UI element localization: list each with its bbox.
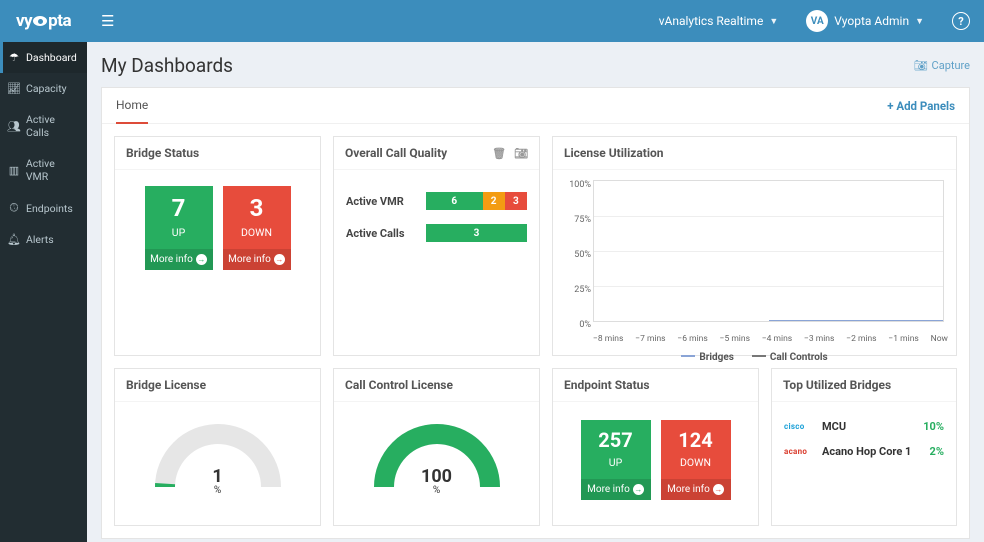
panel-title: Overall Call Quality (345, 146, 447, 160)
bridge-name: Acano Hop Core 1 (822, 445, 911, 458)
call-quality-row: Active VMR 623 (346, 192, 527, 210)
legend-item: Call Controls (752, 352, 828, 363)
call-quality-segment: 3 (505, 192, 527, 210)
panel-title: Bridge License (126, 378, 206, 392)
camera-icon[interactable]: 📷︎ (514, 147, 528, 160)
stat-down-label: DOWN (661, 452, 731, 479)
call-quality-label: Active Calls (346, 227, 416, 240)
chevron-down-icon: ▼ (769, 16, 778, 27)
panel-title: Endpoint Status (564, 378, 650, 392)
trash-icon[interactable]: 🗑︎ (492, 147, 506, 160)
panel-bridge-license: Bridge License 1% (114, 368, 321, 526)
stat-up-tile: 7 UP More info→ (145, 186, 213, 270)
sidebar-item-label: Capacity (26, 82, 67, 95)
help-icon: ? (952, 12, 970, 30)
call-quality-label: Active VMR (346, 195, 416, 208)
call-quality-bar: 3 (426, 224, 527, 242)
more-info-link[interactable]: More info→ (581, 479, 651, 500)
screen-icon: ▥ (8, 164, 20, 177)
sidebar-item-alerts[interactable]: 🔔︎ Alerts (0, 224, 87, 255)
gauge-bridge-license: 1% (153, 422, 283, 490)
panel-bridge-status: Bridge Status 7 UP More info→ 3 DOWN (114, 136, 321, 356)
add-panels-button[interactable]: + Add Panels (887, 99, 955, 113)
arrow-right-icon: → (633, 484, 644, 495)
sidebar-item-capacity[interactable]: 📈︎ Capacity (0, 73, 87, 104)
sidebar-item-label: Endpoints (26, 202, 73, 215)
vendor-logo: acano (784, 447, 816, 456)
panel-endpoint-status: Endpoint Status 257 UP More info→ 124 DO… (552, 368, 759, 526)
more-info-link[interactable]: More info→ (145, 249, 213, 270)
stat-up-label: UP (145, 222, 213, 249)
logo[interactable]: vypta (0, 0, 87, 42)
bridge-row[interactable]: acano Acano Hop Core 1 2% (784, 439, 944, 464)
stat-up-value: 7 (145, 186, 213, 222)
panel-title: Call Control License (345, 378, 453, 392)
product-switcher[interactable]: vAnalytics Realtime ▼ (645, 0, 793, 42)
group-icon: 👥︎ (8, 120, 20, 133)
stat-down-tile: 3 DOWN More info→ (223, 186, 291, 270)
panel-title: Bridge Status (126, 146, 199, 160)
dashboard-container: Home + Add Panels Bridge Status 7 UP Mor… (101, 87, 970, 539)
stat-down-tile: 124 DOWN More info→ (661, 420, 731, 500)
call-quality-segment: 6 (426, 192, 483, 210)
legend-item: Bridges (681, 352, 734, 363)
stat-up-tile: 257 UP More info→ (581, 420, 651, 500)
panel-license-utilization: License Utilization 100%75%50%25%0% −8 (552, 136, 957, 356)
sidebar-item-active-calls[interactable]: 👥︎ Active Calls (0, 104, 87, 148)
call-quality-segment: 3 (426, 224, 527, 242)
bridge-pct: 10% (923, 420, 944, 433)
stat-up-label: UP (581, 452, 651, 479)
arrow-right-icon: → (713, 484, 724, 495)
license-chart: 100%75%50%25%0% (561, 176, 948, 331)
avatar: VA (806, 10, 828, 32)
sidebar-item-label: Alerts (26, 233, 54, 246)
product-label: vAnalytics Realtime (659, 14, 764, 28)
panel-call-quality: Overall Call Quality 🗑︎ 📷︎ Active VMR623… (333, 136, 540, 356)
bridge-row[interactable]: cisco MCU 10% (784, 414, 944, 439)
sidebar-item-active-vmr[interactable]: ▥ Active VMR (0, 148, 87, 192)
page-title: My Dashboards (101, 54, 233, 77)
topbar: vypta ☰ vAnalytics Realtime ▼ VA Vyopta … (0, 0, 984, 42)
capture-button[interactable]: 📷︎ Capture (914, 59, 970, 72)
sidebar-item-dashboard[interactable]: ☂ Dashboard (0, 42, 87, 73)
stat-up-value: 257 (581, 420, 651, 452)
panel-call-control-license: Call Control License 100% (333, 368, 540, 526)
sidebar-item-label: Dashboard (26, 51, 77, 64)
bell-icon: 🔔︎ (8, 233, 20, 246)
user-menu[interactable]: VA Vyopta Admin ▼ (792, 0, 938, 42)
arrow-right-icon: → (196, 254, 207, 265)
call-quality-segment: 2 (483, 192, 505, 210)
menu-toggle-icon[interactable]: ☰ (87, 12, 128, 30)
chevron-down-icon: ▼ (915, 16, 924, 27)
tab-home[interactable]: Home (116, 88, 148, 124)
more-info-link[interactable]: More info→ (223, 249, 291, 270)
bridge-pct: 2% (930, 445, 944, 458)
arrow-right-icon: → (274, 254, 285, 265)
sidebar: ☂ Dashboard 📈︎ Capacity 👥︎ Active Calls … (0, 42, 87, 542)
panel-title: License Utilization (564, 146, 664, 160)
gauge-cc-license: 100% (372, 422, 502, 490)
camera-icon: 📷︎ (914, 59, 928, 72)
chart-plot-area (593, 180, 944, 322)
stat-down-value: 3 (223, 186, 291, 222)
vendor-logo: cisco (784, 422, 816, 431)
user-name: Vyopta Admin (834, 14, 909, 28)
sidebar-item-label: Active Calls (26, 113, 79, 139)
help-button[interactable]: ? (938, 0, 984, 42)
panel-top-bridges: Top Utilized Bridges cisco MCU 10% acano Aca… (771, 368, 957, 526)
stat-down-value: 124 (661, 420, 731, 452)
sidebar-item-label: Active VMR (26, 157, 79, 183)
call-quality-bar: 623 (426, 192, 527, 210)
more-info-link[interactable]: More info→ (661, 479, 731, 500)
panel-title: Top Utilized Bridges (783, 378, 891, 392)
gauge-icon: ☂ (8, 51, 20, 64)
sidebar-item-endpoints[interactable]: 🕔︎ Endpoints (0, 192, 87, 224)
bridge-name: MCU (822, 420, 846, 433)
main-content: My Dashboards 📷︎ Capture Home + Add Pane… (87, 42, 984, 542)
stat-down-label: DOWN (223, 222, 291, 249)
chart-icon: 📈︎ (8, 82, 20, 95)
series-bridges (769, 320, 944, 322)
clock-icon: 🕔︎ (8, 201, 20, 215)
call-quality-row: Active Calls 3 (346, 224, 527, 242)
